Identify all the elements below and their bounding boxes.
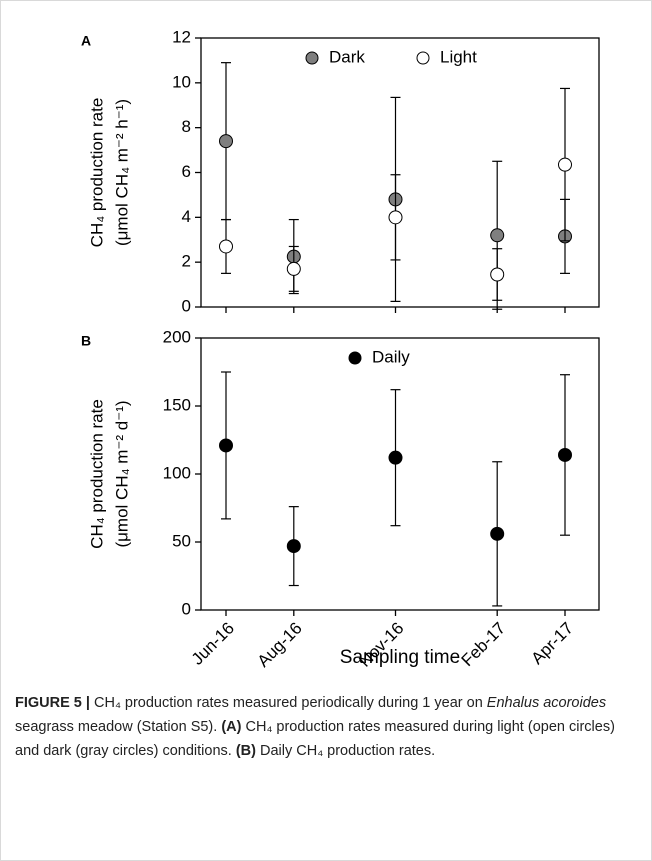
y-tick-label: 12 xyxy=(172,27,191,46)
caption: FIGURE 5 | CH₄ production rates measured… xyxy=(15,691,637,763)
x-tick-label: Jun-16 xyxy=(188,619,238,669)
data-point xyxy=(490,526,505,541)
x-axis-label: Sampling time xyxy=(340,647,460,668)
caption-panel-ref: (A) xyxy=(221,719,242,735)
legend-label: Daily xyxy=(372,347,410,366)
caption-text: CH₄ production rates measured during lig… xyxy=(15,719,615,759)
legend-marker xyxy=(416,51,430,65)
y-axis-label: CH₄ production rate xyxy=(87,98,106,248)
y-tick-label: 10 xyxy=(172,72,191,91)
y-tick-label: 0 xyxy=(182,599,191,618)
data-point xyxy=(286,261,301,276)
caption-text: seagrass meadow (Station S5). xyxy=(15,719,222,735)
plot-frame xyxy=(200,337,600,611)
data-point xyxy=(558,157,572,172)
y-tick-label: 6 xyxy=(182,162,191,181)
x-tick-label: Feb-17 xyxy=(458,619,510,671)
caption-panel-ref: (B) xyxy=(235,743,256,759)
data-point xyxy=(490,228,505,243)
y-axis-label: (μmol CH₄ m⁻² h⁻¹) xyxy=(112,99,131,246)
figure-label: FIGURE 5 | xyxy=(15,695,90,711)
y-axis-label: CH₄ production rate xyxy=(87,399,106,549)
panel-label: A xyxy=(81,33,91,49)
y-tick-label: 8 xyxy=(182,117,191,136)
x-tick-label: Apr-17 xyxy=(527,619,577,669)
caption-species: Enhalus acoroides xyxy=(486,695,607,711)
data-point xyxy=(490,267,505,282)
y-tick-label: 4 xyxy=(182,207,191,226)
legend-marker xyxy=(348,351,362,365)
caption-text: CH₄ production rates measured periodical… xyxy=(89,695,487,711)
y-tick-label: 200 xyxy=(163,327,191,346)
data-point xyxy=(388,210,403,225)
data-point xyxy=(558,447,572,462)
y-tick-label: 0 xyxy=(182,296,191,315)
data-point xyxy=(388,450,403,465)
y-tick-label: 100 xyxy=(163,463,191,482)
y-axis-label: (μmol CH₄ m⁻² d⁻¹) xyxy=(112,400,131,547)
data-point xyxy=(219,239,233,254)
x-tick-label: Aug-16 xyxy=(254,619,306,671)
y-tick-label: 150 xyxy=(163,395,191,414)
panel-label: B xyxy=(81,333,91,349)
y-tick-label: 2 xyxy=(182,252,191,271)
legend-label: Dark xyxy=(329,47,365,66)
data-point xyxy=(219,438,233,453)
caption-text: Daily CH₄ production rates. xyxy=(255,743,436,759)
plot-frame xyxy=(200,37,600,308)
y-tick-label: 50 xyxy=(172,531,191,550)
legend-label: Light xyxy=(440,47,477,66)
chart: A 0 2 4 6 8 10 12 CH₄ production rate (μmol CH₄ m… xyxy=(81,27,600,671)
data-point xyxy=(286,539,301,554)
legend-marker xyxy=(305,51,319,65)
data-point xyxy=(219,134,233,149)
